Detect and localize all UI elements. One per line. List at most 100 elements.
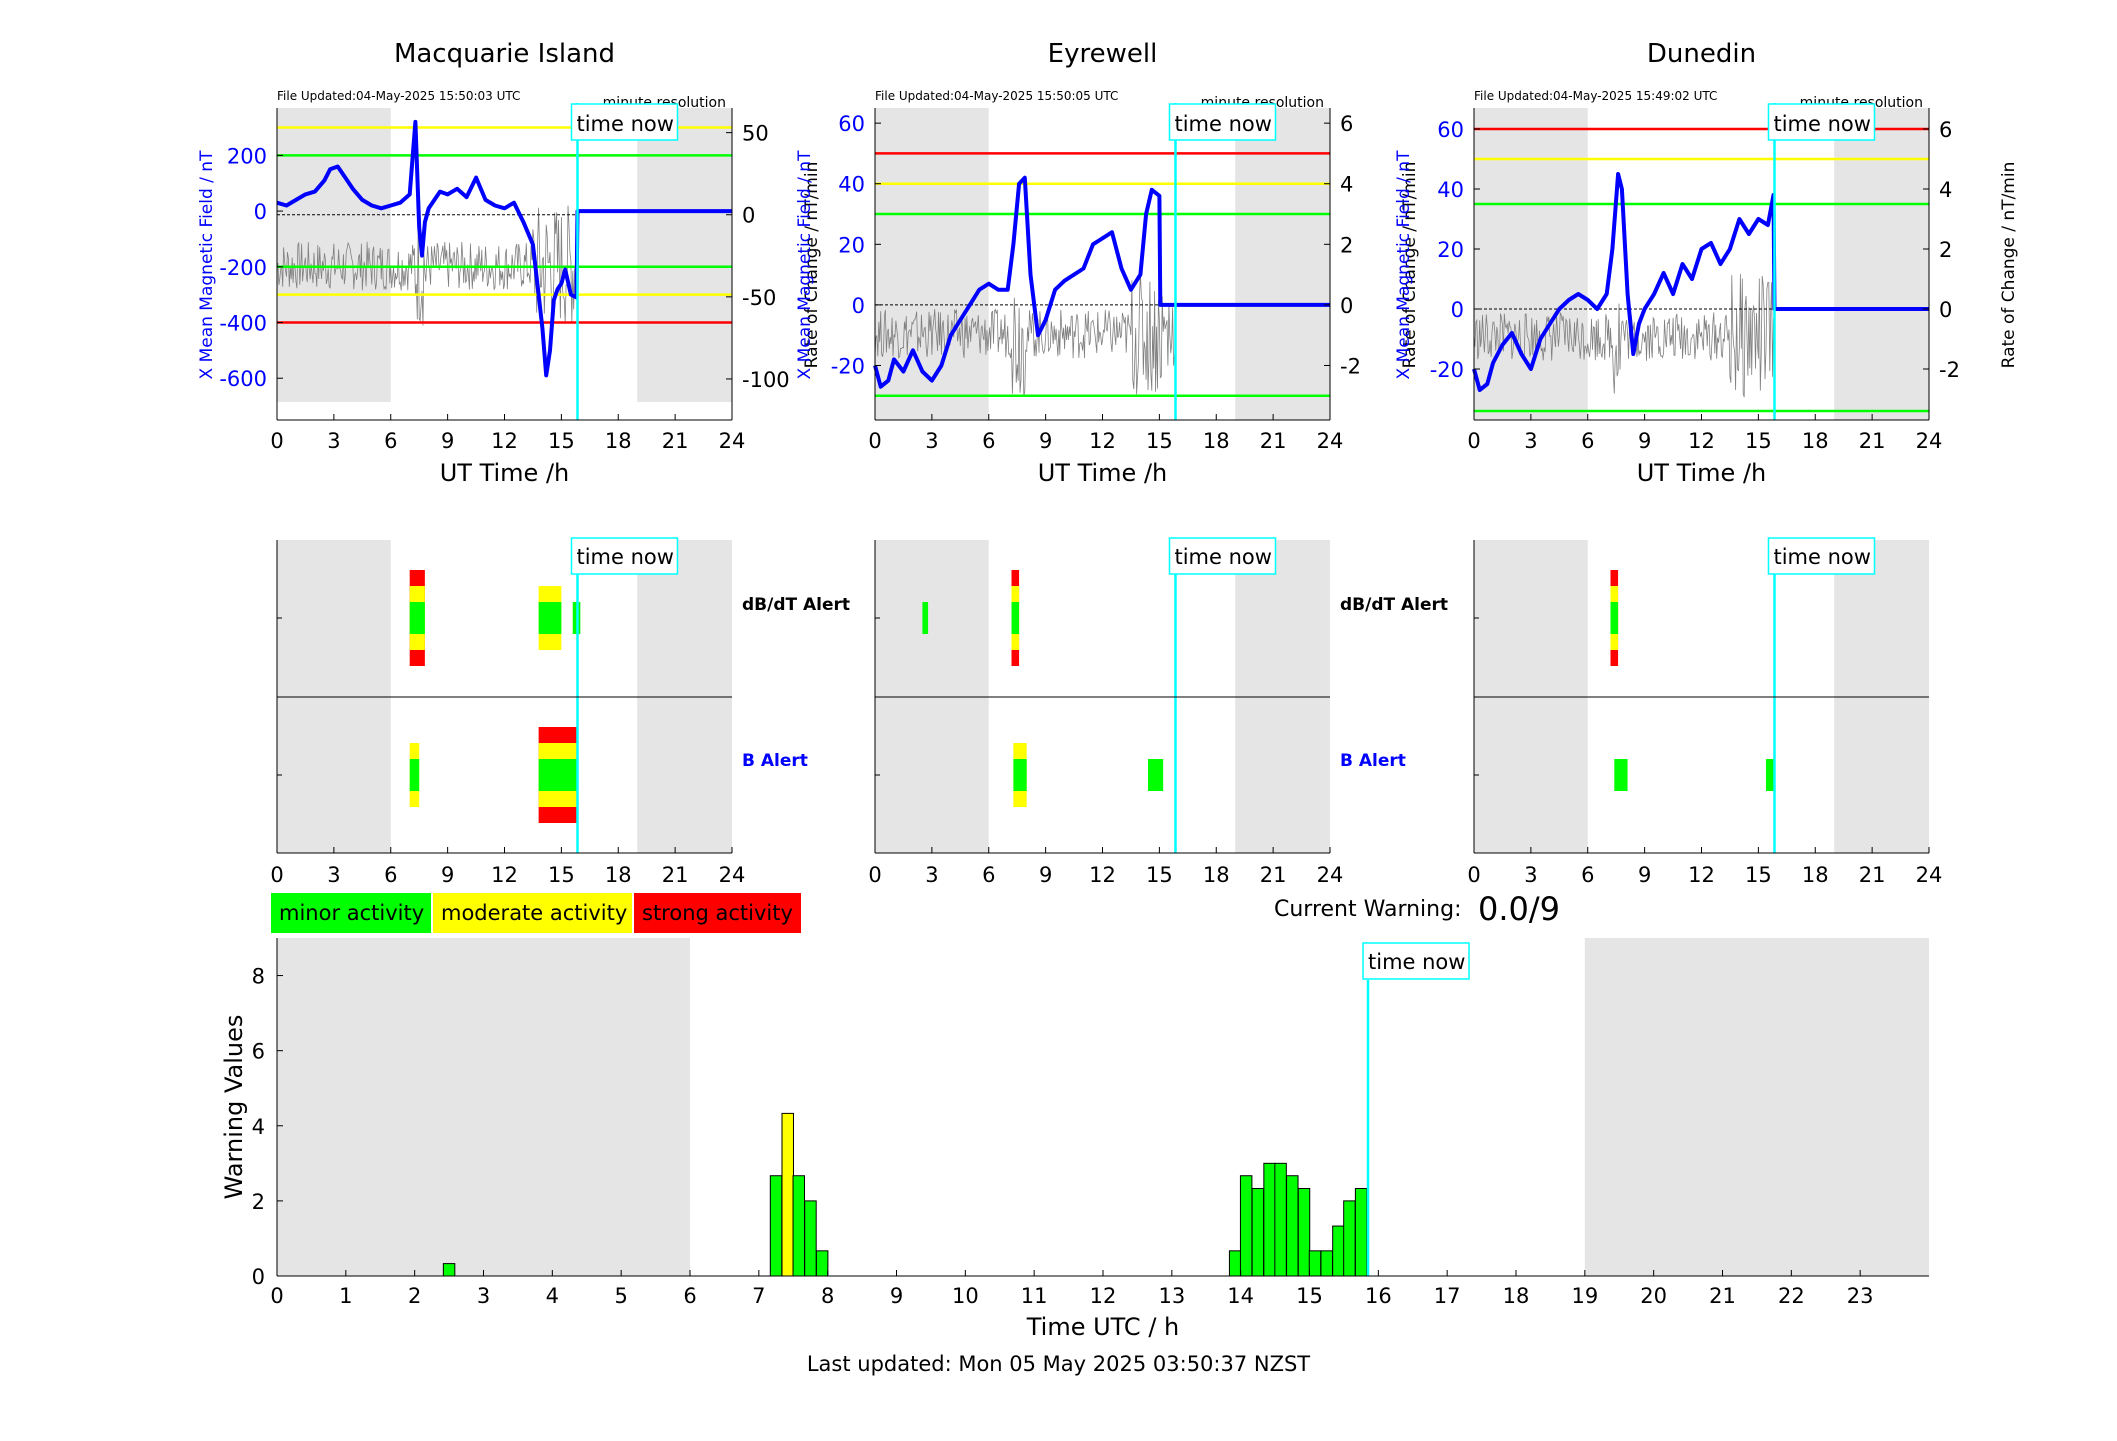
legend-minor: minor activity (271, 893, 431, 933)
station-0-alert-xtick-label: 0 (270, 863, 283, 887)
legend-moderate-label: moderate activity (441, 901, 628, 925)
station-2-b-block (1765, 759, 1776, 791)
station-2-alert-xtick-label: 21 (1859, 863, 1886, 887)
station-2-alert-xtick-label: 0 (1467, 863, 1480, 887)
station-1-alert-xtick-label: 12 (1089, 863, 1116, 887)
warning-xtick-label: 17 (1434, 1284, 1461, 1308)
station-2-alert-xtick-label: 9 (1638, 863, 1651, 887)
legend-moderate: moderate activity (433, 893, 632, 933)
station-1-alert-time-now-box (1168, 537, 1277, 575)
station-0-alert-xtick-label: 3 (327, 863, 340, 887)
current-warning-value: 0.0/9 (1478, 890, 1561, 928)
station-2-ylabel-mag: X Mean Magnetic Field / nT (1394, 150, 1414, 380)
warning-xtick-label: 2 (408, 1284, 421, 1308)
warning-bar (1332, 1225, 1345, 1277)
warning-xlabel: Time UTC / h (1026, 1313, 1180, 1341)
station-0-xtick-label: 12 (491, 429, 518, 453)
warning-xtick-label: 3 (477, 1284, 490, 1308)
warning-xtick-label: 19 (1571, 1284, 1598, 1308)
station-0-xtick-label: 15 (548, 429, 575, 453)
warning-xtick-label: 16 (1365, 1284, 1392, 1308)
station-1-xtick-label: 9 (1039, 429, 1052, 453)
station-1-roc-tick-label: -2 (1340, 354, 1361, 378)
station-2-alert-xtick-label: 24 (1916, 863, 1943, 887)
station-0-ylabel-mag: X Mean Magnetic Field / nT (197, 150, 217, 380)
station-0-alert-xtick-label: 6 (384, 863, 397, 887)
station-0-roc-tick-label: 50 (742, 122, 769, 146)
warning-xtick-label: 8 (821, 1284, 834, 1308)
warning-xtick-label: 15 (1296, 1284, 1323, 1308)
station-1-roc-trace (874, 271, 1175, 397)
station-1-ytick-label: 60 (838, 112, 865, 136)
station-2-xtick-label: 24 (1916, 429, 1943, 453)
station-2-alert-xtick-label: 6 (1581, 863, 1594, 887)
current-warning-label: Current Warning: (1274, 897, 1462, 922)
station-0-xtick-label: 9 (441, 429, 454, 453)
warning-xtick-label: 4 (546, 1284, 559, 1308)
legend-strong: strong activity (634, 893, 801, 933)
station-0-xtick-label: 18 (605, 429, 632, 453)
station-1-xtick-label: 6 (982, 429, 995, 453)
warning-bar (1251, 1187, 1265, 1277)
warning-ytick-label: 2 (252, 1190, 265, 1214)
station-1-night-band (1235, 108, 1330, 420)
warning-bar (1343, 1200, 1356, 1277)
warning-xtick-label: 0 (270, 1284, 283, 1308)
station-2-alert-xtick-label: 15 (1745, 863, 1772, 887)
station-2-xtick-label: 3 (1524, 429, 1537, 453)
station-0-b-block (538, 759, 577, 791)
station-0-xtick-label: 24 (719, 429, 746, 453)
station-0-alert-xtick-label: 18 (605, 863, 632, 887)
warning-bar (1263, 1162, 1276, 1277)
station-0-roc-trace (276, 205, 577, 326)
station-2-alert-xtick-label: 18 (1802, 863, 1829, 887)
station-0-ytick-label: 0 (254, 200, 267, 224)
station-1-xtick-label: 0 (868, 429, 881, 453)
station-1-b-block (1148, 759, 1164, 791)
station-1-alert-xtick-label: 9 (1039, 863, 1052, 887)
warning-bar (1308, 1250, 1322, 1277)
station-1-xtick-label: 15 (1146, 429, 1173, 453)
station-2-alert-time-now-box (1767, 537, 1876, 575)
station-1-xtick-label: 24 (1317, 429, 1344, 453)
station-1-alert-xtick-label: 3 (925, 863, 938, 887)
station-2-xtick-label: 6 (1581, 429, 1594, 453)
warning-xtick-label: 11 (1021, 1284, 1048, 1308)
station-0-alert-time-now-box (570, 537, 679, 575)
station-1-xtick-label: 18 (1203, 429, 1230, 453)
warning-bar (781, 1112, 794, 1277)
warning-time-now-box (1362, 942, 1470, 980)
station-1-xtick-label: 21 (1260, 429, 1287, 453)
warning-xtick-label: 20 (1640, 1284, 1667, 1308)
warning-night-band (1584, 938, 1929, 1276)
station-1-alert-xtick-label: 21 (1260, 863, 1287, 887)
station-2-xtick-label: 9 (1638, 429, 1651, 453)
station-0-alert-xtick-label: 21 (662, 863, 689, 887)
station-1-alert-time-now-label: time now (1174, 545, 1271, 569)
warning-bar (804, 1200, 817, 1277)
warning-bar (815, 1250, 829, 1277)
station-2-time-now-box (1767, 103, 1876, 141)
station-1-alert-xtick-label: 18 (1203, 863, 1230, 887)
station-2-xtick-label: 18 (1802, 429, 1829, 453)
warning-bar (1354, 1187, 1368, 1277)
station-2-roc-tick-label: 0 (1939, 298, 1952, 322)
warning-time-now-label: time now (1368, 950, 1465, 974)
warning-bar (1286, 1175, 1299, 1277)
station-0-roc-tick-label: -50 (742, 286, 776, 310)
station-0-alert-xtick-label: 24 (719, 863, 746, 887)
station-0-ytick-label: -200 (219, 256, 267, 280)
warning-bar (1228, 1250, 1242, 1277)
station-2-ytick-label: 0 (1451, 298, 1464, 322)
station-1-time-now-box (1168, 103, 1277, 141)
station-2-alert-xtick-label: 12 (1688, 863, 1715, 887)
station-1-alert-xtick-label: 0 (868, 863, 881, 887)
station-1-xtick-label: 12 (1089, 429, 1116, 453)
station-2-title: Dunedin (1647, 39, 1756, 69)
station-1-ytick-label: 0 (852, 294, 865, 318)
station-1-roc-tick-label: 4 (1340, 173, 1353, 197)
station-0-ytick-label: -600 (219, 367, 267, 391)
warning-night-band (277, 938, 690, 1276)
station-1-title: Eyrewell (1048, 39, 1158, 69)
